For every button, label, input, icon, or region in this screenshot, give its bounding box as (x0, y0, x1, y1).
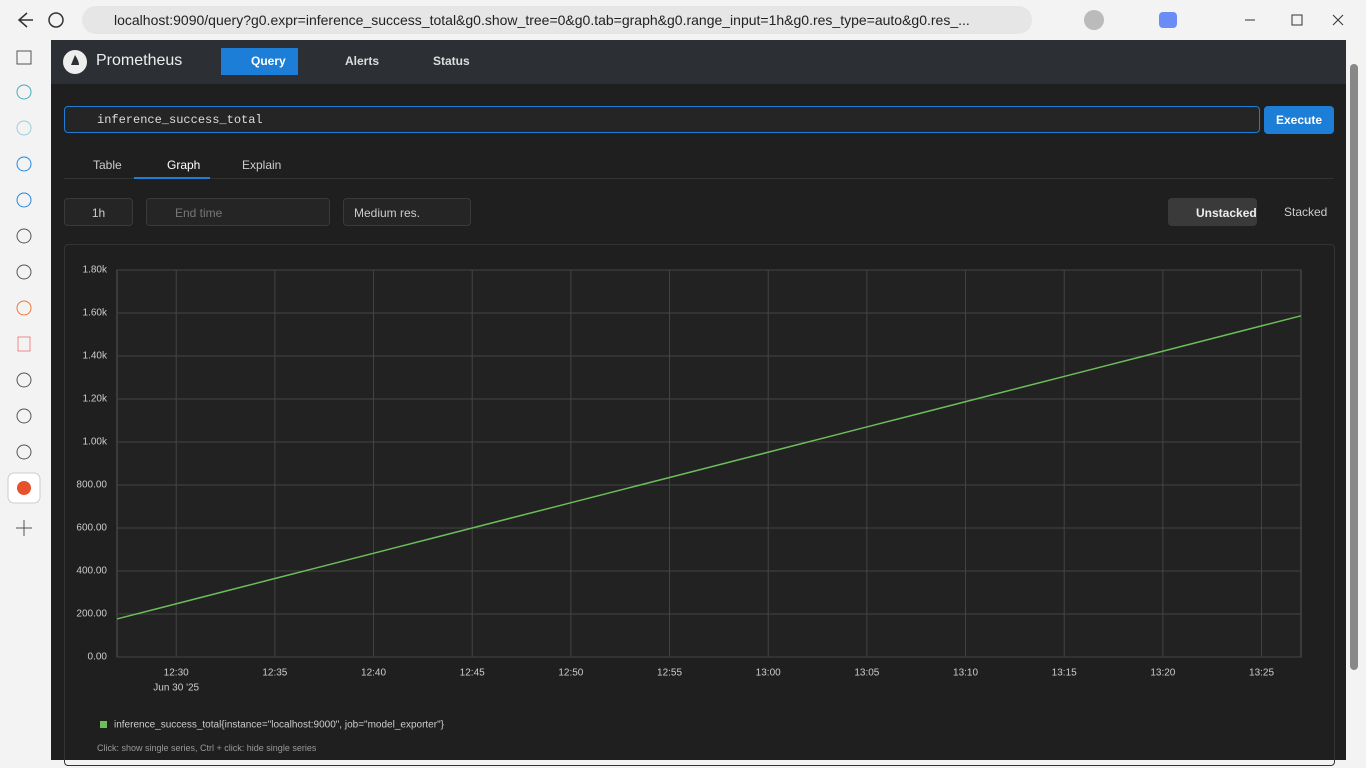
nav-query[interactable]: Query (221, 48, 298, 75)
x-tick-label: 13:00 (756, 668, 781, 679)
x-tick-label: 13:05 (854, 668, 879, 679)
hint: Click: show single series, Ctrl + click:… (97, 743, 317, 753)
resolution[interactable]: Medium res. (343, 198, 471, 226)
x-tick-label: 13:15 (1052, 668, 1077, 679)
x-tick-label: 12:45 (460, 668, 485, 679)
legend-label: inference_success_total{instance="localh… (114, 720, 445, 731)
y-tick-label: 400.00 (76, 566, 107, 577)
brand: Prometheus (96, 52, 183, 69)
range-input[interactable]: 1h (64, 198, 133, 226)
end-time[interactable]: End time (146, 198, 330, 226)
address-bar[interactable]: localhost:9090/query?g0.expr=inference_s… (82, 6, 1032, 34)
plot-area (116, 269, 1302, 658)
series-line (116, 315, 1302, 620)
legend-swatch (100, 721, 107, 728)
y-tick-label: 1.80k (83, 265, 108, 276)
stacked-button[interactable]: Stacked (1284, 205, 1328, 219)
navbar: Prometheus Query Alerts Status (51, 40, 1346, 84)
y-tick-label: 800.00 (76, 480, 107, 491)
tab-explain[interactable]: Explain (242, 158, 282, 172)
nav-status[interactable]: Status (433, 54, 470, 68)
y-tick-label: 600.00 (76, 523, 107, 534)
x-date-label: Jun 30 '25 (153, 683, 199, 694)
x-tick-label: 13:20 (1150, 668, 1175, 679)
tab-divider (64, 178, 1334, 179)
x-tick-label: 12:55 (657, 668, 682, 679)
execute-button[interactable]: Execute (1264, 106, 1334, 134)
nav-alerts[interactable]: Alerts (345, 54, 380, 68)
y-tick-label: 0.00 (88, 652, 108, 663)
tab-table[interactable]: Table (93, 158, 122, 172)
tab-graph[interactable]: Graph (167, 158, 201, 172)
y-tick-label: 200.00 (76, 609, 107, 620)
y-tick-label: 1.20k (83, 394, 108, 405)
x-tick-label: 12:40 (361, 668, 386, 679)
logo (63, 50, 87, 74)
y-tick-label: 1.00k (83, 437, 108, 448)
x-tick-label: 12:30 (164, 668, 189, 679)
unstacked-button[interactable]: Unstacked (1168, 198, 1257, 226)
x-tick-label: 12:50 (558, 668, 583, 679)
y-tick-label: 1.40k (83, 351, 108, 362)
query-input[interactable]: inference_success_total (64, 106, 1260, 133)
x-tick-label: 13:25 (1249, 668, 1274, 679)
x-tick-label: 12:35 (262, 668, 287, 679)
x-tick-label: 13:10 (953, 668, 978, 679)
y-tick-label: 1.60k (83, 308, 108, 319)
graph-panel (64, 244, 1335, 766)
tab-active-bar (134, 177, 210, 179)
